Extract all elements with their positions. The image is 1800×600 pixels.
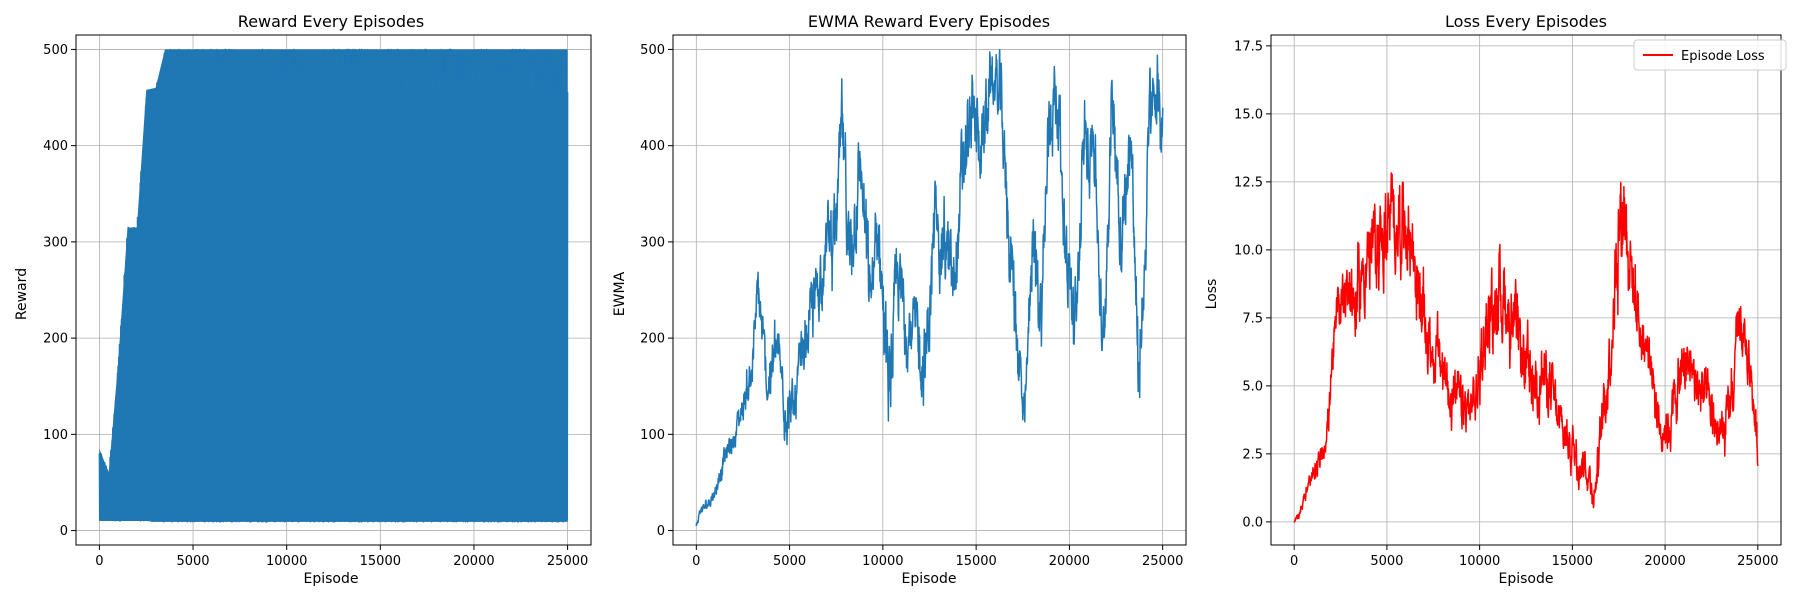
ewma-x-tick-label: 10000 <box>862 554 903 569</box>
loss-legend: Episode Loss <box>1633 39 1787 71</box>
ewma-axes-frame <box>672 34 1187 546</box>
reward-y-tick-label: 300 <box>43 235 68 250</box>
reward-x-tick-label: 25000 <box>547 554 588 569</box>
loss-panel-y-label: Loss <box>1204 279 1220 310</box>
ewma-x-tick-label: 25000 <box>1142 554 1183 569</box>
loss-panel: Loss Every Episodes Episode Loss 0 5000 10… <box>1204 12 1787 587</box>
loss-axes-frame <box>1270 34 1782 546</box>
loss-x-tick-label: 5000 <box>1370 554 1403 569</box>
loss-y-tick-label: 0.0 <box>1242 515 1263 530</box>
ewma-x-tick-label: 5000 <box>773 554 806 569</box>
loss-y-tick-label: 12.5 <box>1234 175 1263 190</box>
ewma-y-tick-label: 200 <box>640 332 665 347</box>
reward-panel-x-label: Episode <box>304 571 359 587</box>
reward-x-tick-label: 15000 <box>360 554 401 569</box>
reward-x-tick-label: 0 <box>95 554 103 569</box>
ewma-x-tick-label: 15000 <box>955 554 996 569</box>
loss-y-tick-label: 5.0 <box>1242 379 1263 394</box>
loss-legend-label: Episode Loss <box>1681 49 1765 64</box>
loss-y-tick-label: 7.5 <box>1242 311 1263 326</box>
ewma-y-tick-label: 500 <box>640 43 665 58</box>
reward-y-tick-label: 100 <box>43 428 68 443</box>
reward-panel: Reward Every Episodes Episode Reward 0 50… <box>14 12 592 587</box>
reward-y-tick-label: 400 <box>43 139 68 154</box>
loss-panel-x-label: Episode <box>1499 571 1554 587</box>
ewma-panel-x-label: Episode <box>902 571 957 587</box>
reward-y-tick-label: 500 <box>43 43 68 58</box>
ewma-y-tick-label: 100 <box>640 428 665 443</box>
ewma-panel-y-label: EWMA <box>612 271 628 316</box>
loss-panel-title: Loss Every Episodes <box>1445 12 1607 31</box>
reward-y-tick-label: 0 <box>60 524 68 539</box>
reward-axes-frame <box>75 34 592 546</box>
ewma-panel-title: EWMA Reward Every Episodes <box>808 12 1050 31</box>
reward-x-tick-label: 20000 <box>453 554 494 569</box>
loss-x-tick-label: 20000 <box>1644 554 1685 569</box>
loss-y-tick-label: 17.5 <box>1234 39 1263 54</box>
loss-y-tick-label: 15.0 <box>1234 107 1263 122</box>
reward-series-line <box>98 48 569 523</box>
loss-x-tick-label: 10000 <box>1459 554 1500 569</box>
ewma-y-tick-label: 400 <box>640 139 665 154</box>
ewma-x-tick-label: 0 <box>692 554 700 569</box>
reward-panel-title: Reward Every Episodes <box>238 12 424 31</box>
loss-x-tick-label: 25000 <box>1737 554 1778 569</box>
ewma-series-line <box>695 48 1164 527</box>
loss-y-tick-label: 2.5 <box>1242 447 1263 462</box>
loss-legend-box <box>1633 39 1787 71</box>
reward-y-tick-label: 200 <box>43 332 68 347</box>
ewma-x-tick-label: 20000 <box>1049 554 1090 569</box>
ewma-y-tick-label: 0 <box>657 524 665 539</box>
ewma-panel: EWMA Reward Every Episodes Episode EWMA … <box>612 12 1187 587</box>
reward-x-tick-label: 5000 <box>176 554 209 569</box>
loss-x-tick-label: 15000 <box>1552 554 1593 569</box>
ewma-y-tick-label: 300 <box>640 235 665 250</box>
ewma-grid <box>673 35 1186 545</box>
loss-series-line <box>1293 172 1759 523</box>
loss-x-tick-label: 0 <box>1290 554 1298 569</box>
reward-x-tick-label: 10000 <box>266 554 307 569</box>
loss-y-tick-label: 10.0 <box>1234 243 1263 258</box>
reward-panel-y-label: Reward <box>14 268 30 320</box>
